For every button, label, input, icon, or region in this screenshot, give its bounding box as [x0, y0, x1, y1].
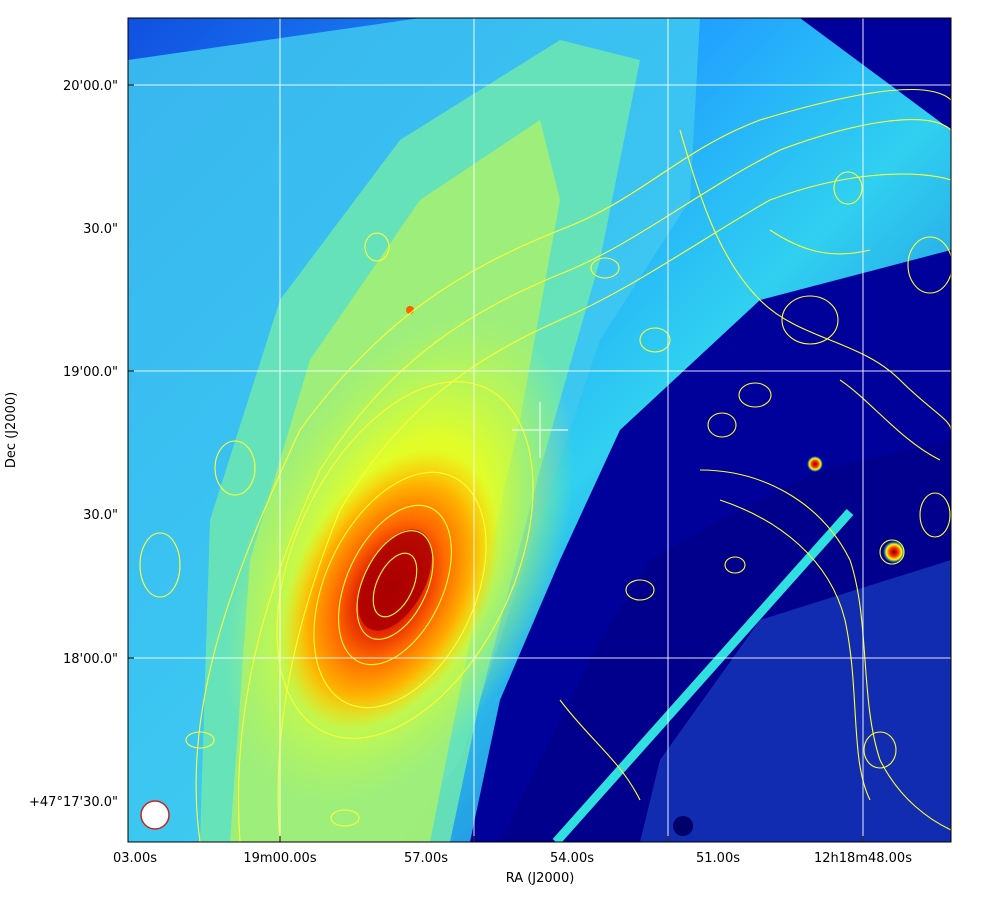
- y-tick-label: 30.0": [83, 508, 118, 523]
- x-tick-label: 19m00.00s: [243, 851, 316, 866]
- x-tick-label: 12h18m48.00s: [814, 851, 912, 866]
- y-tick-label: 30.0": [83, 222, 118, 237]
- y-tick-label: 18'00.0": [63, 652, 118, 667]
- y-axis-label: Dec (J2000): [4, 392, 19, 468]
- y-tick-label: 19'00.0": [63, 365, 118, 380]
- beam-ellipse: [140, 800, 170, 830]
- x-tick-label: 03.00s: [113, 851, 157, 866]
- y-tick-labels: 20'00.0" 30.0" 19'00.0" 30.0" 18'00.0" +…: [29, 79, 118, 810]
- y-tick-label: +47°17'30.0": [29, 795, 118, 810]
- x-tick-label: 57.00s: [404, 851, 448, 866]
- sky-image: [128, 18, 951, 842]
- tick-marks: [128, 84, 864, 842]
- x-tick-label: 51.00s: [696, 851, 740, 866]
- plot-frame: [127, 17, 952, 843]
- contour-overlay: [139, 89, 951, 842]
- x-tick-labels: 03.00s 19m00.00s 57.00s 54.00s 51.00s 12…: [113, 851, 912, 866]
- y-tick-label: 20'00.0": [63, 79, 118, 94]
- grid: [128, 18, 951, 842]
- x-tick-label: 54.00s: [550, 851, 594, 866]
- center-marker: [512, 402, 568, 458]
- x-axis-label: RA (J2000): [506, 871, 575, 886]
